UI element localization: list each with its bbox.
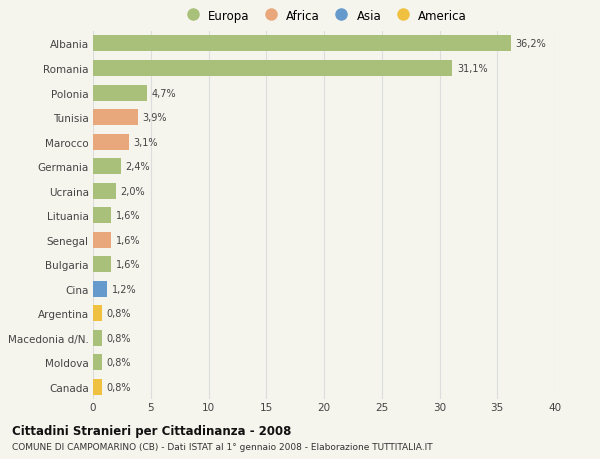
Bar (93, 257, 112, 273)
Text: 4,7%: 4,7% (152, 88, 176, 98)
Text: 3,9%: 3,9% (143, 113, 167, 123)
Text: 3,1%: 3,1% (133, 137, 158, 147)
Text: 0,8%: 0,8% (107, 358, 131, 368)
Text: 2,0%: 2,0% (121, 186, 145, 196)
Bar (93, 183, 116, 199)
Text: 2,4%: 2,4% (125, 162, 150, 172)
Bar (93, 306, 102, 322)
Bar (93, 61, 452, 77)
Text: COMUNE DI CAMPOMARINO (CB) - Dati ISTAT al 1° gennaio 2008 - Elaborazione TUTTIT: COMUNE DI CAMPOMARINO (CB) - Dati ISTAT … (12, 442, 433, 451)
Bar (93, 232, 112, 248)
Legend: Europa, Africa, Asia, America: Europa, Africa, Asia, America (181, 10, 467, 22)
Text: 31,1%: 31,1% (457, 64, 487, 74)
Text: 1,6%: 1,6% (116, 260, 140, 270)
Text: 0,8%: 0,8% (107, 333, 131, 343)
Text: 36,2%: 36,2% (516, 39, 547, 50)
Bar (93, 281, 107, 297)
Text: 1,6%: 1,6% (116, 211, 140, 221)
Bar (93, 85, 147, 101)
Text: 0,8%: 0,8% (107, 308, 131, 319)
Bar (93, 134, 129, 150)
Bar (93, 379, 102, 395)
Text: 1,6%: 1,6% (116, 235, 140, 245)
Text: 0,8%: 0,8% (107, 382, 131, 392)
Bar (93, 159, 121, 175)
Text: Cittadini Stranieri per Cittadinanza - 2008: Cittadini Stranieri per Cittadinanza - 2… (12, 425, 292, 437)
Bar (93, 330, 102, 346)
Bar (93, 110, 138, 126)
Bar (93, 208, 112, 224)
Bar (93, 355, 102, 370)
Text: 1,2%: 1,2% (112, 284, 136, 294)
Bar (93, 36, 511, 52)
